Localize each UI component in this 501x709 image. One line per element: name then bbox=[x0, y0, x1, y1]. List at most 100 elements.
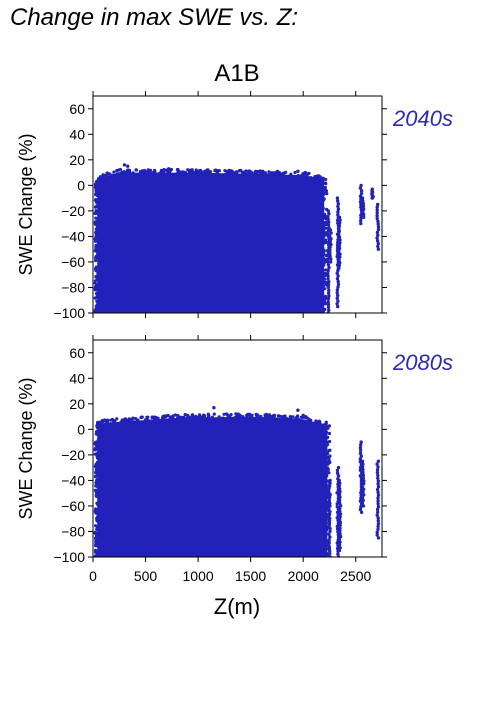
scatter-point bbox=[359, 213, 363, 218]
scatter-point bbox=[361, 467, 365, 472]
scatter-point bbox=[324, 189, 328, 193]
scatter-point bbox=[327, 487, 331, 491]
scatter-point bbox=[338, 238, 342, 242]
scatter-point bbox=[296, 408, 300, 412]
scatter-point bbox=[361, 470, 365, 475]
scatter-point bbox=[317, 419, 321, 423]
scatter-point bbox=[359, 205, 363, 209]
scatter-point bbox=[338, 509, 342, 513]
scatter-point bbox=[327, 458, 331, 463]
scatter-point bbox=[118, 167, 122, 172]
scatter-point bbox=[361, 210, 365, 214]
scatter-point bbox=[358, 186, 363, 190]
scatter-point bbox=[104, 422, 108, 426]
scatter-point bbox=[335, 541, 339, 545]
scatter-point bbox=[296, 419, 300, 423]
scatter-point bbox=[179, 170, 183, 174]
scatter-point bbox=[376, 202, 380, 207]
scatter-point bbox=[323, 543, 327, 547]
scatter-point bbox=[241, 415, 245, 419]
y-tick-label: 20 bbox=[69, 396, 85, 412]
scatter-point bbox=[335, 218, 340, 223]
scatter-point bbox=[215, 170, 219, 174]
scatter-point bbox=[95, 527, 99, 532]
scatter-point bbox=[361, 490, 365, 494]
scatter-point bbox=[358, 457, 362, 461]
scatter-point bbox=[96, 520, 100, 524]
scatter-point bbox=[240, 170, 244, 174]
scatter-point bbox=[155, 419, 159, 423]
scatter-point bbox=[376, 476, 380, 480]
x-axis-label: Z(m) bbox=[214, 594, 260, 619]
scatter-point bbox=[303, 170, 307, 175]
scatter-point bbox=[336, 465, 341, 470]
scatter-point bbox=[173, 172, 178, 177]
scatter-point bbox=[328, 248, 332, 252]
scatter-point bbox=[328, 504, 332, 508]
scatter-point bbox=[320, 211, 324, 215]
scatter-point bbox=[360, 495, 365, 500]
scatter-point bbox=[307, 171, 311, 175]
scatter-point bbox=[301, 413, 305, 417]
scatter-point bbox=[328, 254, 332, 258]
scatter-point bbox=[94, 245, 98, 250]
x-tick-label: 2500 bbox=[340, 568, 371, 584]
scatter-point bbox=[178, 415, 182, 420]
scatter-point bbox=[96, 514, 100, 518]
scatter-point bbox=[95, 310, 99, 313]
scatter-point bbox=[130, 417, 134, 422]
scatter-point bbox=[375, 211, 379, 215]
scatter-point bbox=[326, 426, 330, 430]
scatter-point bbox=[322, 221, 326, 225]
scatter-point bbox=[126, 164, 130, 168]
scatter-point bbox=[329, 231, 333, 235]
y-tick-label: −100 bbox=[53, 549, 85, 565]
scatter-point bbox=[338, 255, 342, 259]
scatter-point bbox=[338, 520, 343, 525]
scatter-point bbox=[337, 478, 341, 483]
scatter-point bbox=[359, 216, 363, 220]
scatter-point bbox=[359, 440, 363, 444]
scatter-point bbox=[324, 442, 328, 446]
scatter-point bbox=[133, 172, 137, 177]
scatter-point bbox=[95, 303, 99, 307]
scatter-point bbox=[296, 414, 300, 418]
scatter-point bbox=[296, 174, 300, 178]
scatter-point bbox=[337, 537, 342, 542]
scatter-point bbox=[336, 207, 341, 211]
scatter-point bbox=[320, 213, 324, 217]
page-title: Change in max SWE vs. Z: bbox=[10, 4, 299, 31]
scatter-point bbox=[320, 206, 324, 210]
scatter-point bbox=[323, 521, 327, 525]
scatter-point bbox=[326, 257, 330, 261]
scatter-point bbox=[95, 484, 99, 488]
scatter-point bbox=[220, 416, 224, 420]
scatter-point bbox=[245, 173, 249, 177]
scatter-point bbox=[328, 439, 332, 444]
scatter-point bbox=[338, 532, 342, 536]
scatter-point bbox=[95, 456, 99, 460]
scatter-point bbox=[263, 174, 267, 178]
scatter-point bbox=[376, 536, 381, 540]
scatter-point bbox=[95, 461, 100, 465]
scatter-point bbox=[327, 498, 331, 502]
scatter-point bbox=[127, 417, 131, 421]
scatter-point bbox=[336, 552, 340, 556]
scatter-point bbox=[317, 178, 321, 182]
scatter-point bbox=[335, 254, 339, 259]
scatter-point bbox=[203, 169, 207, 173]
scatter-point bbox=[323, 465, 327, 469]
scatter-point bbox=[326, 305, 331, 309]
scatter-point bbox=[337, 484, 341, 488]
scatter-point bbox=[274, 170, 278, 174]
scatter-point bbox=[196, 169, 200, 173]
scatter-point bbox=[94, 488, 98, 492]
scatter-point bbox=[322, 274, 326, 278]
y-axis-label: SWE Change (%) bbox=[16, 377, 36, 519]
period-label: 2080s bbox=[392, 350, 453, 375]
scatter-point bbox=[227, 173, 231, 177]
scatter-point bbox=[376, 519, 380, 523]
scatter-point bbox=[361, 201, 365, 206]
scatter-point bbox=[359, 505, 363, 509]
scatter-point bbox=[326, 209, 330, 213]
